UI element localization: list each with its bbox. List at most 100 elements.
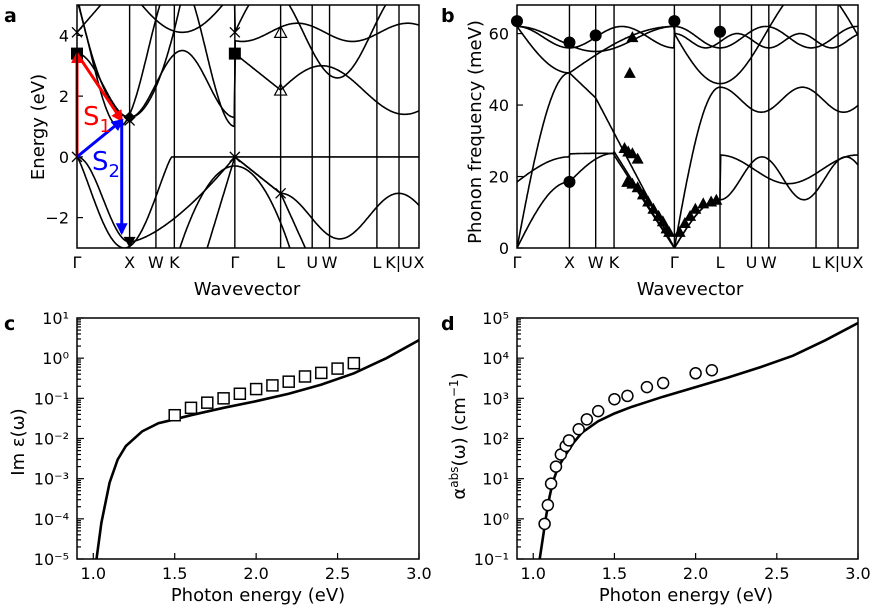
marker-triangle <box>710 193 723 205</box>
panel-d-absorption-coefficient: 1.0 1.5 2.0 2.5 3.0 10⁻¹ 10⁰ 10¹ 10² 10³ 10⁴ 10⁵ <box>474 309 871 583</box>
k-point-label-9: K|U <box>385 253 413 272</box>
series-curve <box>95 339 419 559</box>
marker-triangle <box>678 216 691 228</box>
k-point-label-2: W <box>148 253 164 272</box>
data-point <box>298 370 312 383</box>
panel-c-xlabel: Photon energy (eV) <box>171 585 345 606</box>
marker-triangle <box>631 181 644 193</box>
data-point <box>656 376 670 390</box>
y-tick-label: 2 <box>59 87 69 106</box>
data-point <box>541 498 555 512</box>
band-2 <box>206 155 307 248</box>
data-point <box>549 460 563 473</box>
marker-triangle <box>623 66 636 78</box>
band-0 <box>77 49 419 119</box>
panel-c-ylabel: Im ε(ω) <box>8 408 29 475</box>
y-tick-label: 10⁻¹ <box>34 389 69 408</box>
k-point-label-10: X <box>414 253 425 272</box>
marker-triangle <box>689 202 702 214</box>
data-point <box>331 362 344 375</box>
k-point-label-5: L <box>716 253 725 272</box>
marker-triangle <box>636 188 649 200</box>
y-tick-label: 10⁰ <box>482 510 509 529</box>
panel-label-b: b <box>441 5 455 27</box>
y-tick-label: 0 <box>499 239 509 258</box>
data-point <box>184 401 198 415</box>
transition-arrow-leg1-1 <box>76 118 124 159</box>
data-point <box>562 434 576 447</box>
marker-triangle <box>626 31 639 43</box>
k-point-label-10: X <box>853 253 864 272</box>
y-tick-label: 10³ <box>482 389 509 408</box>
band-1 <box>517 152 858 248</box>
k-point-label-1: X <box>564 253 575 272</box>
k-point-label-0: Γ <box>73 253 82 272</box>
data-point <box>249 382 263 396</box>
marker-triangle <box>663 225 676 237</box>
panel-label-a: a <box>4 5 17 27</box>
band-5 <box>517 5 858 85</box>
panel-d-ylabel: αabs(ω) (cm−1) <box>447 372 470 499</box>
y-tick-label: 20 <box>489 168 509 187</box>
data-point <box>347 356 361 370</box>
data-point <box>689 367 702 380</box>
transition-arrow-leg2-0 <box>75 52 124 123</box>
data-point <box>315 366 328 380</box>
data-point <box>168 408 181 422</box>
band-4 <box>77 5 419 128</box>
k-point-label-9: K|U <box>824 253 852 272</box>
marker-triangle-open <box>273 82 288 96</box>
marker-triangle-open <box>273 25 288 38</box>
data-point <box>201 396 214 409</box>
k-point-label-0: Γ <box>513 253 522 272</box>
y-tick-label: 10¹ <box>482 470 509 489</box>
k-point-label-4: Γ <box>230 253 239 272</box>
x-tick-label: 2.0 <box>683 564 708 583</box>
series-curve <box>538 321 858 559</box>
band-5 <box>77 156 419 248</box>
data-point <box>538 517 551 531</box>
panel-c-imaginary-dielectric: 1.0 1.5 2.0 2.5 3.0 10⁻⁵ 10⁻⁴ 10⁻³ 10⁻² 10⁻¹ 10⁰ 10… <box>34 309 432 583</box>
marker-cross <box>229 26 241 38</box>
x-tick-label: 2.5 <box>764 564 789 583</box>
y-tick-label: 10⁻⁴ <box>34 510 69 529</box>
x-tick-label: 1.0 <box>521 564 546 583</box>
band-7 <box>78 5 182 119</box>
s1-label: S1 <box>83 102 111 137</box>
panel-frame-b <box>516 4 859 249</box>
marker-circle <box>668 15 681 28</box>
s2-label: S2 <box>92 147 120 182</box>
k-point-label-7: W <box>761 253 777 272</box>
panel-label-d: d <box>441 313 455 335</box>
y-tick-label: 10² <box>482 430 509 449</box>
marker-triangle <box>631 152 644 164</box>
data-point <box>217 392 230 405</box>
data-point <box>282 375 295 388</box>
panel-a-ylabel: Energy (eV) <box>28 74 49 180</box>
y-tick-label: 0 <box>59 148 69 167</box>
marker-triangle <box>647 202 660 214</box>
k-point-label-7: W <box>322 253 338 272</box>
y-tick-label: 4 <box>59 26 69 45</box>
y-tick-label: 10⁵ <box>482 309 509 328</box>
band-4 <box>517 25 858 53</box>
x-tick-label: 2.0 <box>243 564 268 583</box>
data-point <box>621 389 634 403</box>
marker-triangle <box>642 195 655 207</box>
y-tick-label: 10⁴ <box>482 349 509 368</box>
panel-frame-d <box>516 317 859 560</box>
y-tick-label: 10⁻² <box>34 430 69 449</box>
k-point-label-5: L <box>276 253 285 272</box>
band-3 <box>77 5 387 79</box>
panel-label-c: c <box>4 313 15 335</box>
k-point-label-3: K <box>169 253 180 272</box>
marker-triangle-down <box>123 236 136 248</box>
marker-circle <box>563 175 576 188</box>
k-point-label-8: L <box>812 253 821 272</box>
data-point <box>580 413 594 426</box>
x-tick-label: 1.5 <box>162 564 187 583</box>
x-tick-label: 2.5 <box>325 564 350 583</box>
data-point <box>591 404 605 418</box>
marker-triangle <box>673 225 686 237</box>
